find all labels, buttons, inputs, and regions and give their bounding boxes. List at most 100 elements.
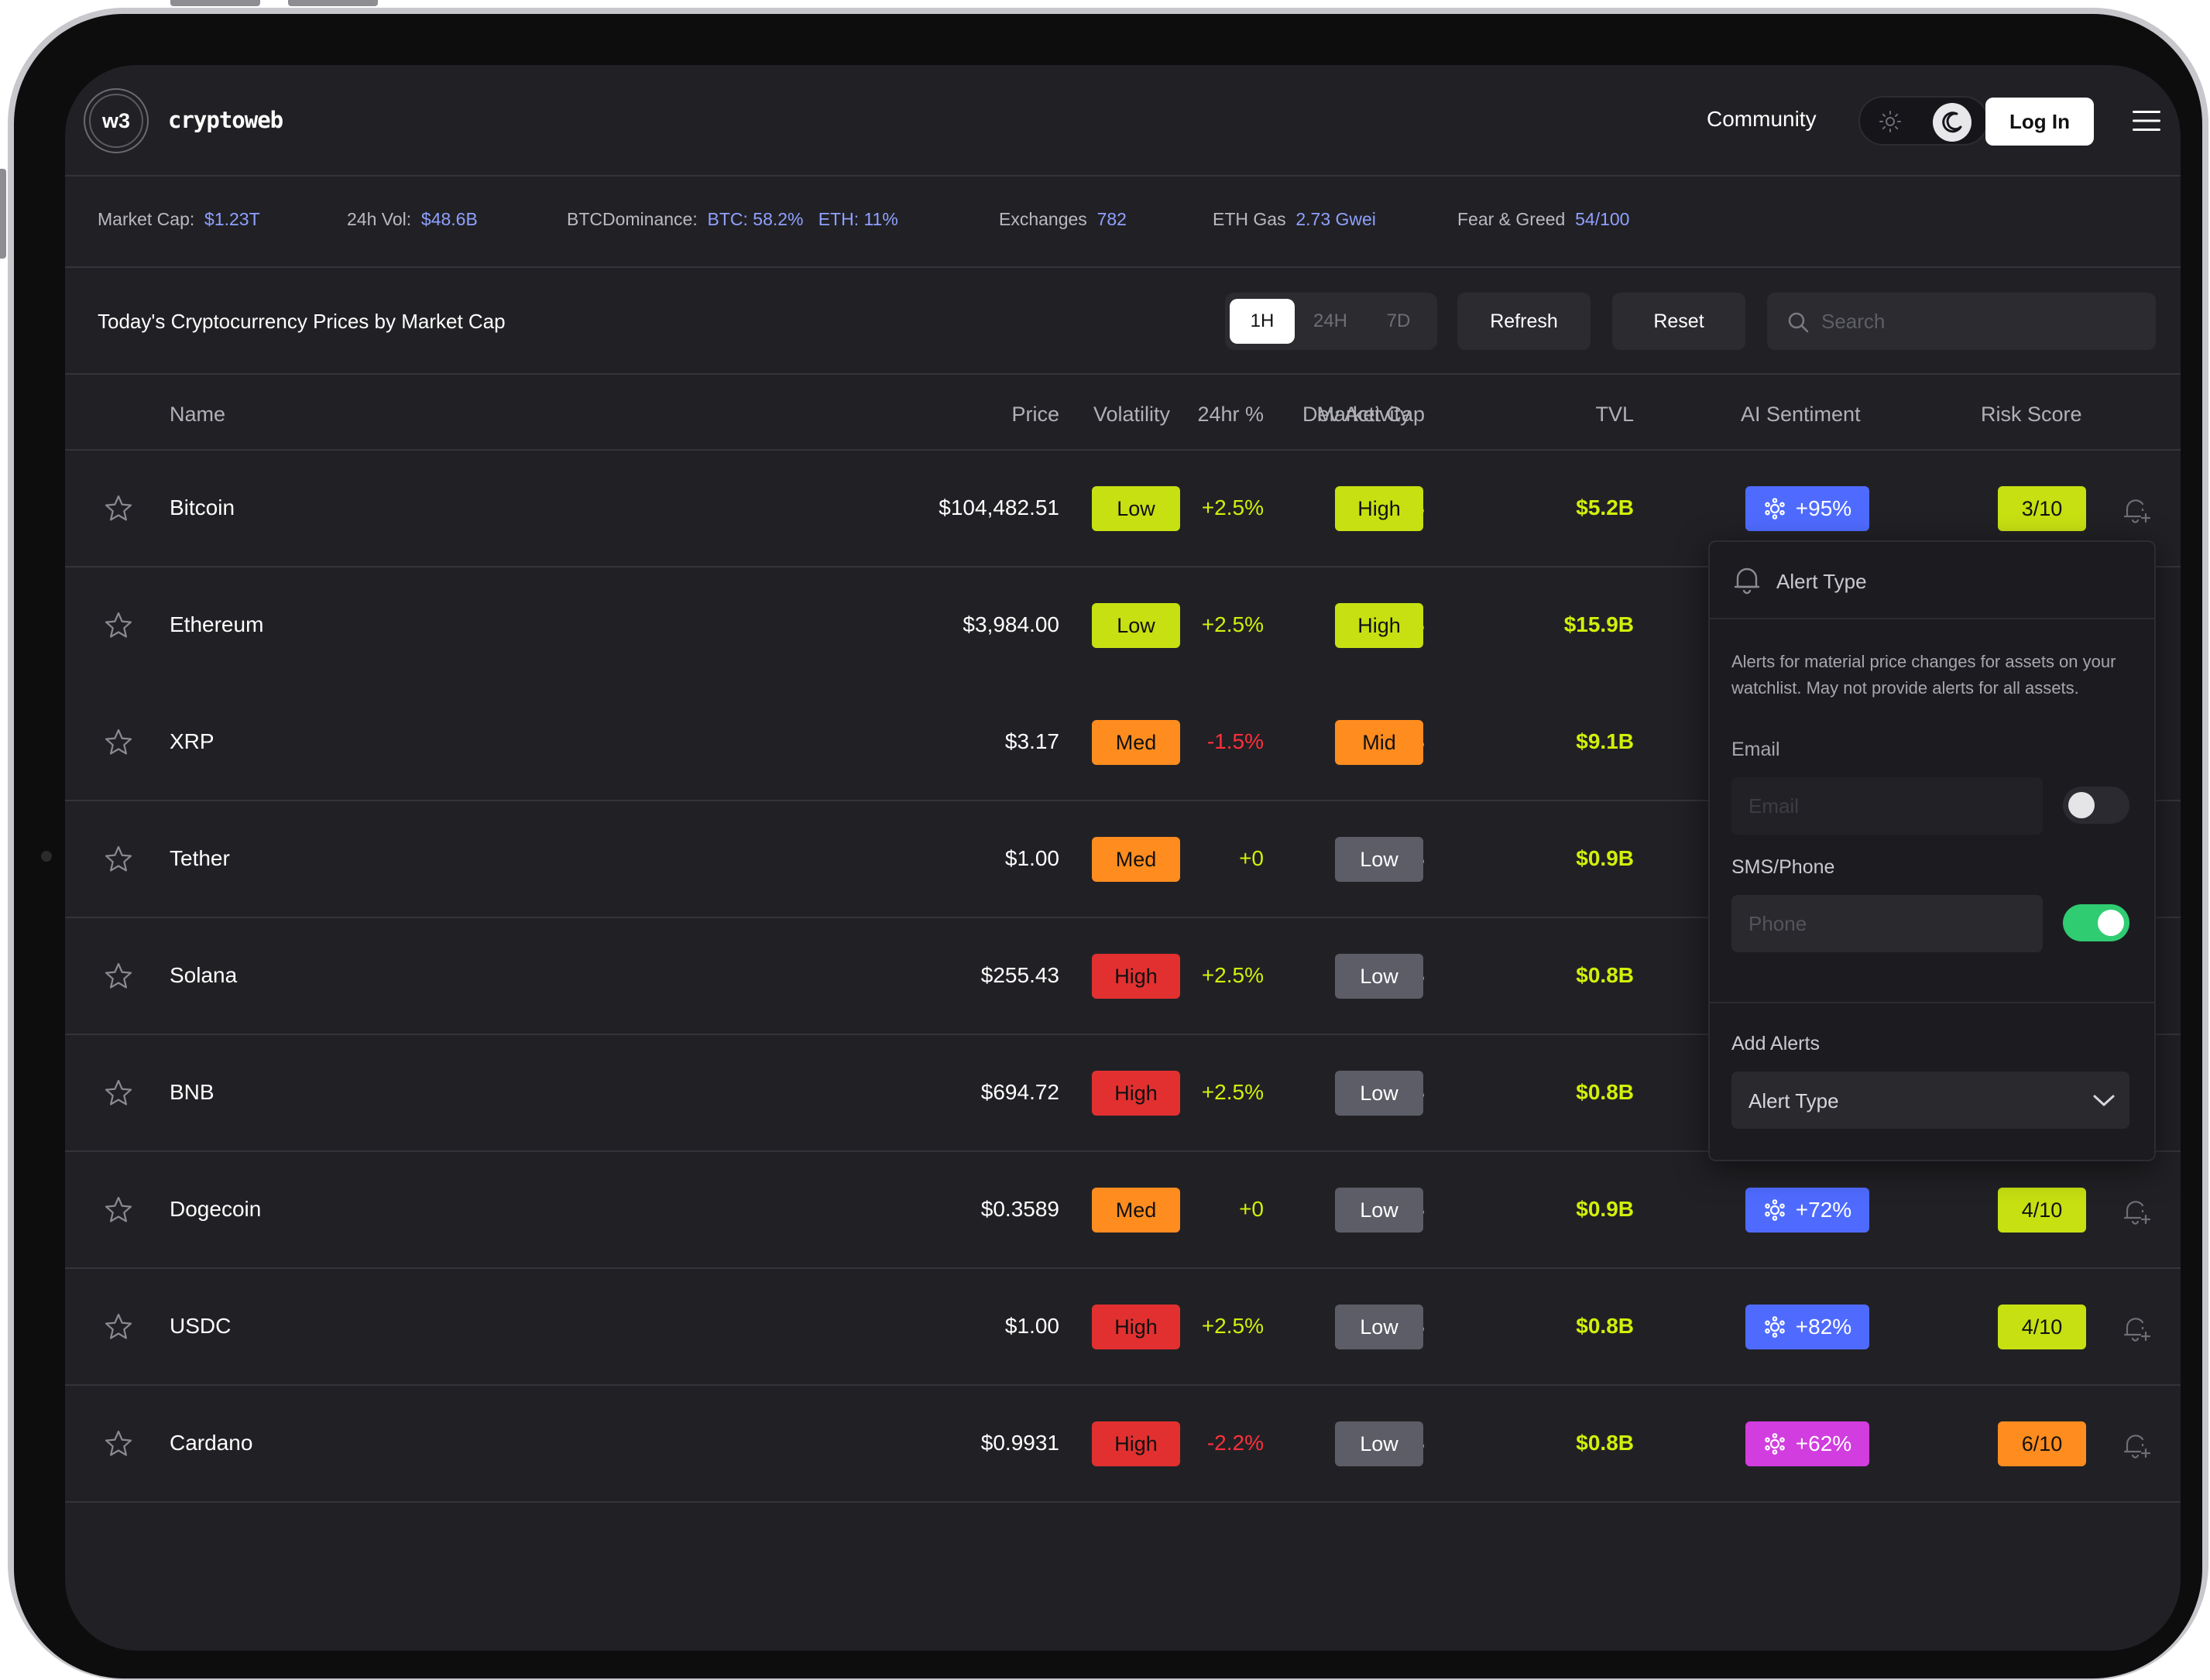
col-ai-sentiment[interactable]: AI Sentiment [1741,403,1861,426]
phone-field[interactable] [1731,895,2043,952]
coin-name[interactable]: Solana [170,963,238,987]
popover-header: Alert Type [1710,542,2154,619]
table-row[interactable]: BNB$694.72+2.5%$812BHighLow$0.8B [65,1035,2181,1152]
device-volume-button [170,0,260,6]
table-row[interactable]: Tether$1.00+0$812BMedLow$0.9B [65,801,2181,918]
dev-activity-badge: Low [1335,1071,1423,1116]
login-button[interactable]: Log In [1985,98,2094,146]
alert-popover: Alert Type Alerts for material price cha… [1708,540,2156,1161]
hamburger-menu-icon[interactable] [2133,110,2160,132]
star-icon[interactable] [104,494,133,523]
bell-plus-icon[interactable] [2122,1314,2151,1343]
coin-price: $1.00 [1004,1314,1059,1338]
reset-button[interactable]: Reset [1612,293,1745,350]
star-icon[interactable] [104,728,133,757]
coin-name[interactable]: BNB [170,1080,214,1104]
app-screen: w3 cryptoweb Community [65,65,2181,1651]
col-tvl[interactable]: TVL [1595,403,1634,426]
star-icon[interactable] [104,611,133,640]
volatility-badge: High [1092,1421,1180,1466]
coin-name[interactable]: USDC [170,1314,232,1338]
coin-change: +2.5% [1201,963,1264,987]
dev-activity-badge: High [1335,603,1423,648]
ai-icon [1763,1198,1786,1222]
coin-tvl: $0.8B [1576,963,1634,987]
risk-score-badge: 4/10 [1998,1305,2086,1349]
refresh-button[interactable]: Refresh [1457,293,1591,350]
stat-market-cap: Market Cap: $1.23T [98,209,260,229]
table-row[interactable]: Dogecoin$0.3589+0$812BMedLow$0.9B+72%4/1… [65,1152,2181,1269]
star-icon[interactable] [104,845,133,874]
coin-name[interactable]: XRP [170,729,214,753]
range-7d-button[interactable]: 7D [1386,310,1411,331]
coin-name[interactable]: Ethereum [170,612,264,636]
bell-plus-icon[interactable] [2122,495,2151,525]
coin-change: +2.5% [1201,495,1264,519]
range-1h-button[interactable]: 1H [1230,299,1295,344]
coin-tvl: $15.9B [1563,612,1634,636]
search-input[interactable] [1821,293,2147,350]
coin-tvl: $0.8B [1576,1314,1634,1338]
dev-activity-badge: Low [1335,954,1423,999]
dev-activity-badge: Low [1335,1188,1423,1233]
bell-plus-icon[interactable] [2122,1431,2151,1460]
bell-plus-icon[interactable] [2122,1197,2151,1226]
table-row[interactable]: Ethereum$3,984.00+2.5%$812BLowHigh$15.9B [65,567,2181,684]
star-icon[interactable] [104,1078,133,1108]
volatility-badge: Low [1092,486,1180,531]
col-market-cap[interactable]: Market Cap [1316,403,1425,426]
coin-name[interactable]: Cardano [170,1431,253,1455]
popover-divider [1710,1002,2154,1003]
coin-change: +2.5% [1201,1080,1264,1104]
table-row[interactable]: Cardano$0.9931-2.2%$812BHighLow$0.8B+62%… [65,1386,2181,1503]
phone-toggle[interactable] [2063,904,2129,941]
ai-sentiment-badge: +62% [1745,1421,1869,1466]
ai-sentiment-value: +62% [1795,1431,1852,1455]
table-row[interactable]: Bitcoin$104,482.51+2.5%$812BLowHigh$5.2B… [65,451,2181,567]
col-volatility[interactable]: Volatility [1093,403,1171,426]
theme-toggle[interactable] [1858,96,1989,146]
coin-tvl: $9.1B [1576,729,1634,753]
market-stats-bar: Market Cap: $1.23T 24h Vol: $48.6B BTCDo… [65,178,2181,268]
time-range-selector: 1H 24H 7D [1225,293,1437,350]
col-dev-activity[interactable]: Dev Activity [1302,403,1411,426]
coin-price: $0.9931 [980,1431,1059,1455]
col-name[interactable]: Name [170,403,226,426]
coin-price: $3,984.00 [963,612,1059,636]
logo[interactable]: w3 [84,88,149,153]
coin-name[interactable]: Tether [170,846,230,870]
col-price[interactable]: Price [1011,403,1059,426]
table-row[interactable]: USDC$1.00+2.5%$812BHighLow$0.8B+82%4/10 [65,1269,2181,1386]
toggle-knob [2068,792,2095,818]
brand-name[interactable]: cryptoweb [168,107,283,133]
col-24hr[interactable]: 24hr % [1197,403,1264,426]
device-volume-button [288,0,378,6]
search-box [1767,293,2156,350]
range-24h-button[interactable]: 24H [1313,310,1348,331]
dev-activity-badge: Low [1335,1305,1423,1349]
community-link[interactable]: Community [1707,107,1817,131]
add-alerts-label: Add Alerts [1731,1033,1820,1054]
dev-activity-badge: Mid [1335,720,1423,765]
coin-tvl: $0.9B [1576,846,1634,870]
dev-activity-badge: Low [1335,1421,1423,1466]
dev-activity-badge: High [1335,486,1423,531]
email-field[interactable] [1731,777,2043,835]
stat-24h-volume: 24h Vol: $48.6B [347,209,478,229]
star-icon[interactable] [104,1429,133,1459]
popover-title: Alert Type [1776,570,1867,593]
col-risk-score[interactable]: Risk Score [1981,403,2082,426]
device-bezel: w3 cryptoweb Community [14,14,2202,1678]
star-icon[interactable] [104,962,133,991]
alert-type-select[interactable]: Alert Type [1731,1071,2129,1129]
table-row[interactable]: Solana$255.43+2.5%$812BHighLow$0.8B [65,918,2181,1035]
star-icon[interactable] [104,1312,133,1342]
table-row[interactable]: XRP$3.17-1.5%$812BMedMid$9.1B [65,684,2181,801]
coin-name[interactable]: Dogecoin [170,1197,262,1221]
email-toggle[interactable] [2063,787,2129,824]
coin-price: $0.3589 [980,1197,1059,1221]
volatility-badge: Low [1092,603,1180,648]
coin-name[interactable]: Bitcoin [170,495,235,519]
ai-icon [1763,497,1786,520]
star-icon[interactable] [104,1195,133,1225]
